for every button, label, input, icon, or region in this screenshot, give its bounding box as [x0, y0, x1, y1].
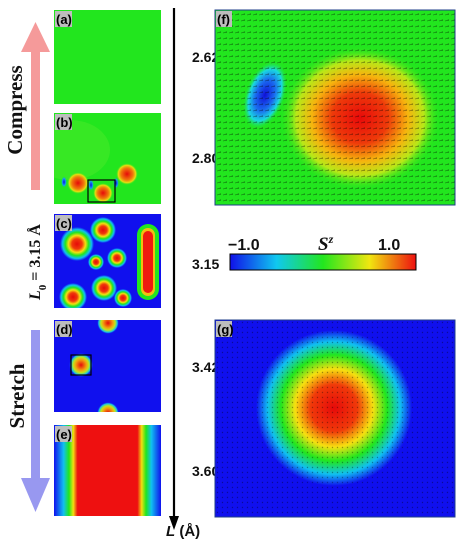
b-zoom-box	[87, 179, 116, 203]
colorbar-title-sup: z	[328, 232, 334, 246]
colorbar: −1.0 1.0 Sz	[228, 232, 417, 271]
panel-a-label: (a)	[56, 12, 72, 27]
l0-var: L	[27, 290, 44, 301]
l0-sub: 0	[37, 284, 49, 290]
b-skyrmion-3	[116, 163, 138, 185]
l-axis-label: L (Å)	[166, 523, 200, 540]
panel-c: (c)	[54, 214, 161, 308]
stretch-arrow	[21, 330, 50, 512]
compress-label: Compress	[3, 65, 27, 154]
l-axis-unit: (Å)	[175, 523, 200, 540]
l-axis-tick-3: 3.42	[192, 359, 219, 375]
stretch-label: Stretch	[5, 363, 29, 428]
l-axis-arrowhead	[169, 516, 179, 530]
l-axis-tick-2: 3.15	[192, 256, 219, 272]
panel-c-label: (c)	[56, 216, 72, 231]
l-axis-tick-1: 2.80	[192, 150, 219, 166]
colorbar-title: Sz	[318, 232, 334, 255]
panel-g: (g)	[215, 320, 455, 517]
panel-e: (e)	[54, 425, 161, 516]
panel-a-label-bg	[55, 11, 72, 27]
panel-d-label: (d)	[56, 322, 73, 337]
panel-g-label: (g)	[217, 322, 234, 337]
colorbar-max: 1.0	[378, 237, 400, 254]
colorbar-min: −1.0	[228, 237, 260, 254]
panel-f: (f)	[215, 10, 455, 205]
panel-e-label: (e)	[56, 427, 72, 442]
l-axis: 2.62 2.80 3.15 3.42 3.60 L (Å)	[166, 8, 219, 540]
b-skyrmion-1	[67, 172, 89, 194]
panel-g-border	[214, 319, 456, 518]
l-axis-tick-0: 2.62	[192, 49, 219, 65]
l0-value: = 3.15 Å	[26, 224, 44, 285]
d-zoom-box	[70, 354, 92, 376]
panel-f-label: (f)	[217, 12, 230, 27]
panel-b: (b)	[54, 113, 161, 204]
panel-b-label: (b)	[56, 115, 73, 130]
panel-d: (d)	[54, 320, 161, 412]
b-skyrmion-2	[93, 183, 113, 203]
colorbar-bar	[229, 253, 417, 271]
l-axis-var: L	[166, 523, 175, 540]
l0-label: L0 = 3.15 Å	[26, 224, 49, 301]
panel-a: (a)	[54, 10, 161, 104]
compress-arrow	[21, 22, 50, 190]
l-axis-tick-4: 3.60	[192, 463, 219, 479]
colorbar-title-base: S	[318, 234, 329, 255]
panel-f-border	[214, 9, 456, 206]
